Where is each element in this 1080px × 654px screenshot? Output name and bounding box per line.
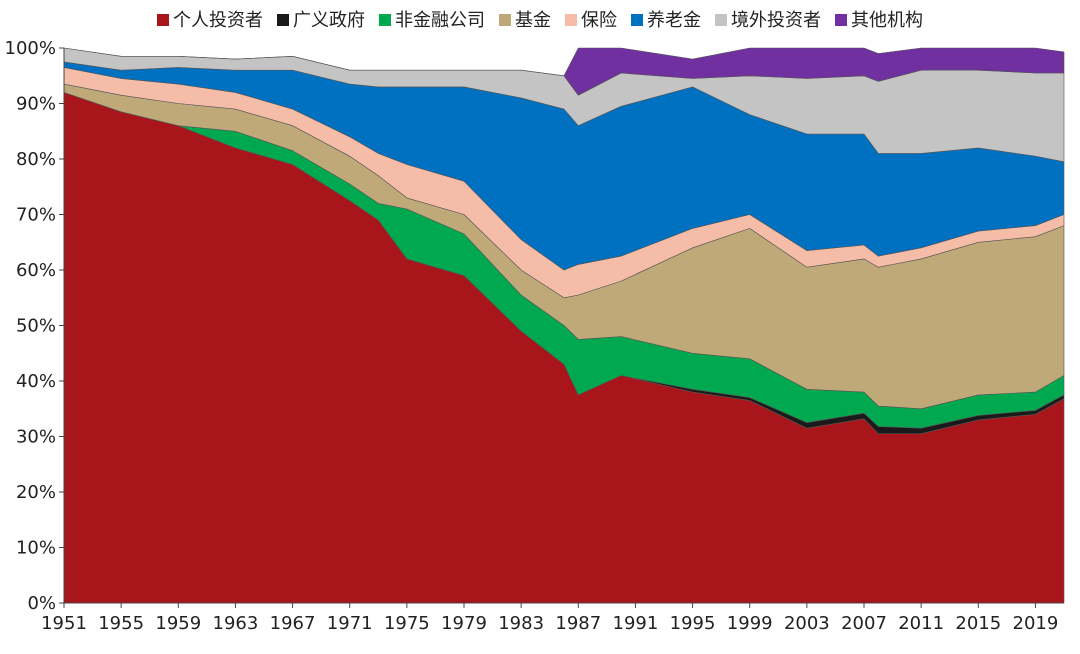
x-tick-label: 2011 [898,613,944,634]
legend-swatch [499,14,511,26]
legend-label: 个人投资者 [173,10,263,31]
area-series-group [63,47,1065,604]
x-tick-label: 2019 [1013,613,1059,634]
y-tick-label: 90% [16,94,56,115]
x-tick-label: 1959 [155,613,201,634]
y-tick-label: 20% [16,482,56,503]
x-tick-label: 1991 [613,613,659,634]
y-tick-label: 30% [16,427,56,448]
legend-label: 非金融公司 [395,10,485,31]
legend-swatch [565,14,577,26]
axes: 0% 10% 20% 30% 40% 50% 60% 70% 80% 90% 100% 1951 195… [5,38,1064,634]
legend-label: 保险 [581,10,617,31]
y-tick-label: 40% [16,371,56,392]
y-tick-label: 100% [5,38,56,59]
x-tick-label: 1983 [498,613,544,634]
x-tick-label: 2015 [955,613,1001,634]
x-tick-label: 1987 [555,613,601,634]
legend-label: 广义政府 [293,10,365,31]
x-tick-label: 1995 [670,613,716,634]
legend-swatch [379,14,391,26]
x-tick-label: 1955 [98,613,144,634]
y-tick-label: 50% [16,316,56,337]
legend: 个人投资者 广义政府 非金融公司 基金 保险 养老金 境外投资者 其他机构 [157,10,923,31]
legend-label: 养老金 [647,10,701,31]
x-tick-label: 1975 [384,613,430,634]
legend-label: 基金 [515,10,551,31]
y-tick-label: 0% [27,593,56,614]
x-tick-label: 1979 [441,613,487,634]
legend-swatch [715,14,727,26]
x-tick-label: 2007 [841,613,887,634]
legend-label: 境外投资者 [731,10,821,31]
legend-swatch [631,14,643,26]
x-tick-label: 1999 [727,613,773,634]
y-tick-label: 60% [16,260,56,281]
legend-swatch [835,14,847,26]
y-tick-label: 80% [16,149,56,170]
legend-swatch [277,14,289,26]
legend-swatch [157,14,169,26]
x-tick-label: 1963 [213,613,259,634]
legend-label: 其他机构 [851,10,923,31]
x-tick-label: 2003 [784,613,830,634]
y-tick-label: 70% [16,205,56,226]
x-tick-label: 1967 [270,613,316,634]
y-tick-label: 10% [16,538,56,559]
x-tick-label: 1951 [41,613,87,634]
area-series-8 [63,47,1065,96]
x-tick-label: 1971 [327,613,373,634]
